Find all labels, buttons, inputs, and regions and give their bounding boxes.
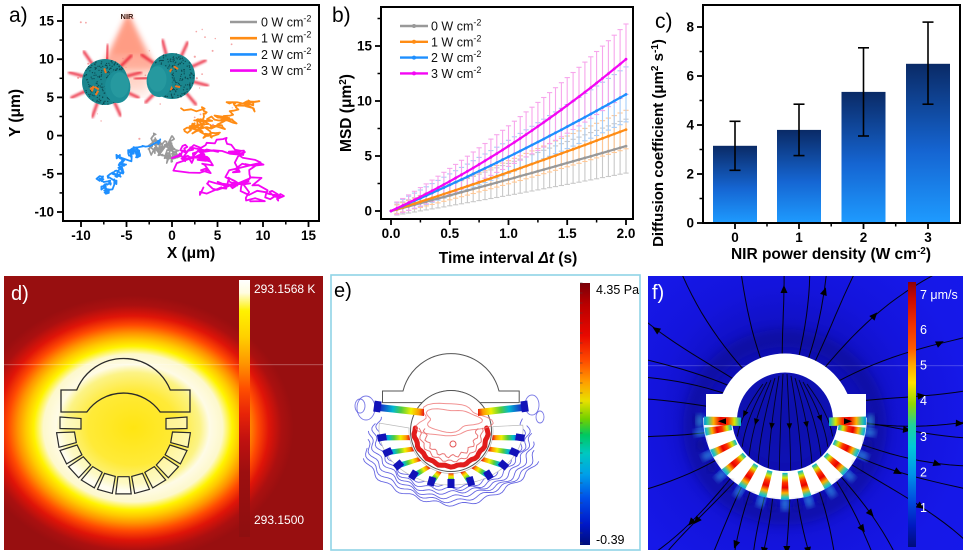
- svg-text:a): a): [9, 4, 28, 27]
- svg-text:2 W cm-2: 2 W cm-2: [261, 46, 311, 62]
- svg-text:1: 1: [795, 230, 803, 245]
- svg-text:293.1500: 293.1500: [254, 513, 304, 527]
- svg-text:2.0: 2.0: [617, 226, 636, 241]
- svg-text:2 W cm-2: 2 W cm-2: [431, 49, 481, 65]
- svg-text:15: 15: [301, 228, 317, 243]
- svg-text:1: 1: [920, 501, 927, 515]
- svg-text:2: 2: [686, 167, 694, 182]
- svg-text:X (μm): X (μm): [167, 245, 215, 262]
- svg-text:0.0: 0.0: [382, 226, 401, 241]
- svg-text:6: 6: [686, 69, 694, 84]
- svg-text:15: 15: [357, 39, 373, 54]
- svg-text:4: 4: [686, 118, 694, 133]
- svg-text:-10: -10: [71, 228, 91, 243]
- svg-text:5: 5: [920, 359, 927, 373]
- svg-text:b): b): [332, 4, 351, 27]
- svg-text:d): d): [11, 283, 29, 305]
- svg-text:5: 5: [214, 228, 222, 243]
- svg-text:-5: -5: [42, 166, 54, 181]
- svg-text:Y (μm): Y (μm): [7, 89, 24, 137]
- svg-text:0 W cm-2: 0 W cm-2: [431, 18, 481, 34]
- svg-text:4.35 Pa: 4.35 Pa: [596, 283, 639, 297]
- svg-text:0: 0: [168, 228, 176, 243]
- svg-text:5: 5: [364, 149, 372, 164]
- svg-text:10: 10: [357, 94, 372, 109]
- svg-text:-5: -5: [120, 228, 132, 243]
- svg-text:-10: -10: [34, 205, 54, 220]
- svg-text:3: 3: [924, 230, 932, 245]
- svg-text:5: 5: [46, 90, 54, 105]
- svg-text:0.5: 0.5: [440, 226, 459, 241]
- svg-text:0: 0: [46, 128, 54, 143]
- svg-text:2: 2: [920, 465, 927, 479]
- svg-text:2: 2: [860, 230, 868, 245]
- svg-text:1 W cm-2: 1 W cm-2: [261, 30, 311, 46]
- svg-text:NIR power density (W cm-2): NIR power density (W cm-2): [731, 246, 931, 264]
- svg-text:Diffusion coefficient (μm2 s-1: Diffusion coefficient (μm2 s-1): [650, 39, 668, 247]
- svg-text:1.0: 1.0: [499, 226, 518, 241]
- svg-text:4: 4: [920, 394, 927, 408]
- svg-text:1 W cm-2: 1 W cm-2: [431, 33, 481, 49]
- svg-text:e): e): [334, 280, 352, 302]
- svg-text:6: 6: [920, 323, 927, 337]
- svg-text:15: 15: [39, 14, 55, 29]
- svg-text:NIR: NIR: [121, 12, 135, 21]
- svg-text:7 μm/s: 7 μm/s: [920, 288, 958, 302]
- svg-text:3 W cm-2: 3 W cm-2: [261, 62, 311, 78]
- svg-text:MSD (μm2): MSD (μm2): [338, 74, 356, 152]
- svg-text:3: 3: [920, 430, 927, 444]
- svg-text:1.5: 1.5: [558, 226, 577, 241]
- svg-text:c): c): [655, 10, 673, 33]
- svg-text:10: 10: [39, 52, 54, 67]
- svg-text:0 W cm-2: 0 W cm-2: [261, 14, 311, 30]
- svg-text:Time interval Δt (s): Time interval Δt (s): [439, 250, 577, 267]
- svg-text:f): f): [652, 282, 664, 304]
- svg-text:0: 0: [731, 230, 739, 245]
- svg-text:10: 10: [255, 228, 270, 243]
- svg-text:8: 8: [686, 20, 694, 35]
- svg-text:3 W cm-2: 3 W cm-2: [431, 65, 481, 81]
- svg-text:0: 0: [686, 216, 694, 231]
- svg-text:0: 0: [364, 204, 372, 219]
- svg-text:293.1568 K: 293.1568 K: [254, 282, 315, 296]
- svg-text:-0.39: -0.39: [596, 533, 625, 547]
